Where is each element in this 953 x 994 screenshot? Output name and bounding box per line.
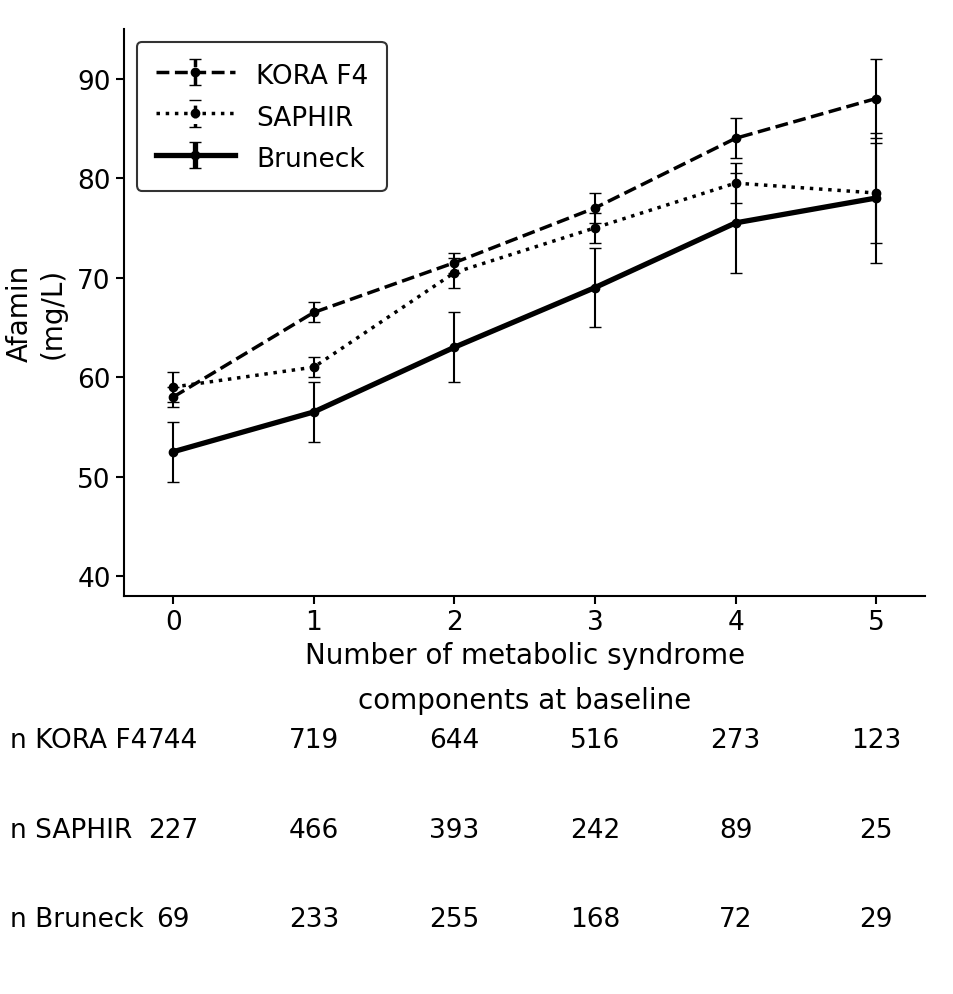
Text: components at baseline: components at baseline [357, 686, 691, 714]
Text: n SAPHIR: n SAPHIR [10, 817, 132, 843]
Text: 242: 242 [569, 817, 619, 843]
Text: 69: 69 [156, 907, 190, 932]
Y-axis label: Afamin
(mg/L): Afamin (mg/L) [6, 264, 66, 362]
Text: Number of metabolic syndrome: Number of metabolic syndrome [304, 641, 744, 669]
Text: 233: 233 [289, 907, 338, 932]
Text: 29: 29 [859, 907, 892, 932]
Text: 719: 719 [289, 728, 338, 753]
Text: 227: 227 [148, 817, 198, 843]
Text: 744: 744 [148, 728, 198, 753]
Text: 89: 89 [718, 817, 752, 843]
Text: 393: 393 [429, 817, 479, 843]
Text: 25: 25 [859, 817, 892, 843]
Text: n Bruneck: n Bruneck [10, 907, 143, 932]
Legend: KORA F4, SAPHIR, Bruneck: KORA F4, SAPHIR, Bruneck [137, 43, 386, 192]
Text: 516: 516 [569, 728, 619, 753]
Text: 644: 644 [429, 728, 479, 753]
Text: 255: 255 [429, 907, 479, 932]
Text: 273: 273 [710, 728, 760, 753]
Text: n KORA F4: n KORA F4 [10, 728, 147, 753]
Text: 168: 168 [569, 907, 619, 932]
Text: 72: 72 [718, 907, 752, 932]
Text: 123: 123 [850, 728, 901, 753]
Text: 466: 466 [289, 817, 338, 843]
